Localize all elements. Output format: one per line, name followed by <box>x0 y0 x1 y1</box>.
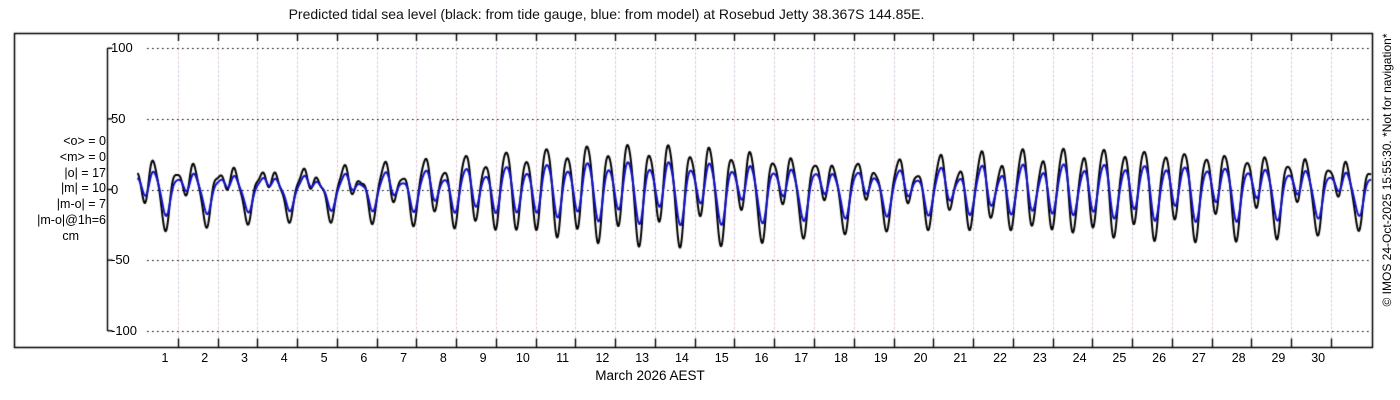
y-axis-tick-label: 100 <box>111 40 133 56</box>
x-axis-day-label: 19 <box>873 351 888 365</box>
x-axis-day-label: 2 <box>201 351 209 365</box>
x-axis-day-label: 10 <box>515 351 530 365</box>
stat-line: |o| = 17 <box>64 165 106 180</box>
x-axis-day-label: 13 <box>635 351 650 365</box>
x-axis-day-label: 25 <box>1112 351 1127 365</box>
y-axis-tick-label: -50 <box>111 252 130 268</box>
stat-line: <o> = 0 <box>63 134 106 148</box>
chart-title: Predicted tidal sea level (black: from t… <box>288 6 925 22</box>
stat-line: |m-o|@1h=6 <box>37 212 106 227</box>
x-axis-day-label: 7 <box>400 351 408 365</box>
stat-unit-label: cm <box>62 228 79 243</box>
stat-line: <m> = 0 <box>59 149 106 164</box>
x-axis-day-label: 30 <box>1311 351 1326 365</box>
x-axis-day-label: 24 <box>1072 351 1087 365</box>
x-axis-day-label: 29 <box>1271 351 1286 365</box>
x-axis-day-label: 15 <box>714 351 729 365</box>
x-axis-day-label: 14 <box>674 351 689 365</box>
x-axis-day-label: 6 <box>360 351 368 365</box>
x-axis-day-label: 12 <box>595 351 610 365</box>
x-axis-day-label: 28 <box>1231 351 1246 365</box>
x-axis-day-label: 9 <box>479 351 487 365</box>
stat-line: |m| = 10 <box>60 181 106 196</box>
x-axis-day-label: 21 <box>953 351 968 365</box>
x-axis-day-label: 8 <box>439 351 447 365</box>
copyright-watermark: © IMOS 24-Oct-2025 15:55:30. *Not for na… <box>1380 33 1394 307</box>
x-axis-day-label: 18 <box>834 351 848 365</box>
x-axis-day-label: 3 <box>241 351 248 365</box>
x-axis-label: March 2026 AEST <box>595 368 705 383</box>
stats-box: <o> = 0 <m> = 0 |o| = 17 |m| = 10 |m-o| = 7 |… <box>6 134 106 245</box>
y-axis-tick-label: 0 <box>111 181 119 197</box>
y-axis-tick-label: 50 <box>111 110 126 126</box>
x-axis-day-label: 22 <box>993 351 1008 365</box>
y-axis-tick-label: -100 <box>111 322 138 338</box>
x-axis-day-label: 20 <box>913 351 928 365</box>
stat-line: |m-o| = 7 <box>56 197 106 212</box>
x-axis-day-label: 4 <box>280 351 288 365</box>
x-axis-day-label: 17 <box>794 351 809 365</box>
x-axis-day-label: 23 <box>1032 351 1047 365</box>
x-axis-day-label: 27 <box>1191 351 1206 365</box>
x-axis-day-label: 1 <box>161 351 169 365</box>
x-axis-day-label: 11 <box>556 351 570 365</box>
x-axis-day-label: 16 <box>754 351 769 365</box>
x-axis-day-label: 5 <box>320 351 328 365</box>
x-axis-day-label: 26 <box>1152 351 1167 365</box>
